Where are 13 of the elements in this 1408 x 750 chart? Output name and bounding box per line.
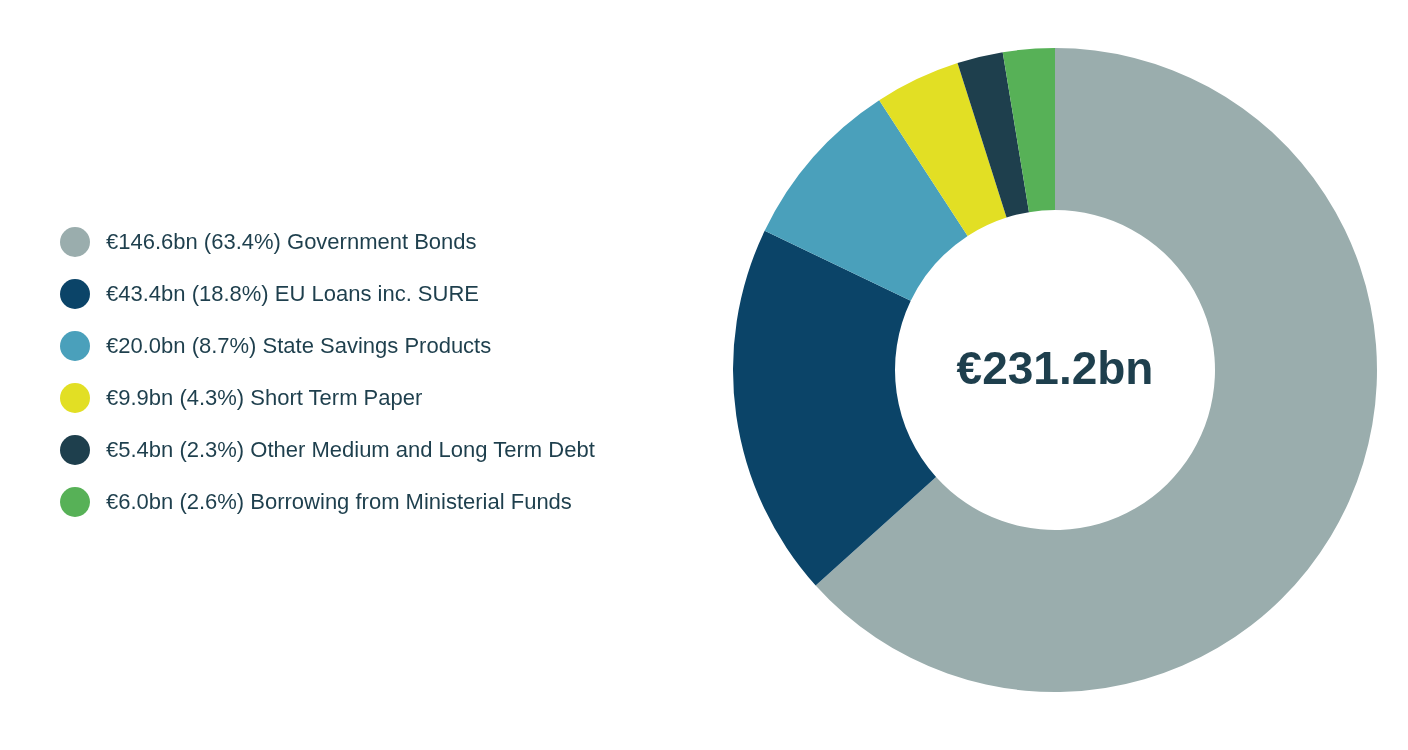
donut-slice: [764, 100, 968, 301]
donut-slice: [1002, 48, 1055, 213]
legend-label: €5.4bn (2.3%) Other Medium and Long Term Debt: [106, 437, 595, 462]
legend-label: €9.9bn (4.3%) Short Term Paper: [106, 385, 423, 410]
legend-label: €43.4bn (18.8%) EU Loans inc. SURE: [106, 281, 479, 306]
donut-slice: [815, 48, 1377, 692]
legend-label: €6.0bn (2.6%) Borrowing from Ministerial Funds: [106, 489, 572, 514]
legend-label: €20.0bn (8.7%) State Savings Products: [106, 333, 492, 358]
text: €231.2bn: [956, 342, 1154, 394]
donut-slice: [733, 230, 937, 586]
donut-slice: [879, 63, 1007, 236]
donut-slice: [957, 52, 1029, 218]
legend-label: €146.6bn (63.4%) Government Bonds: [106, 229, 477, 254]
